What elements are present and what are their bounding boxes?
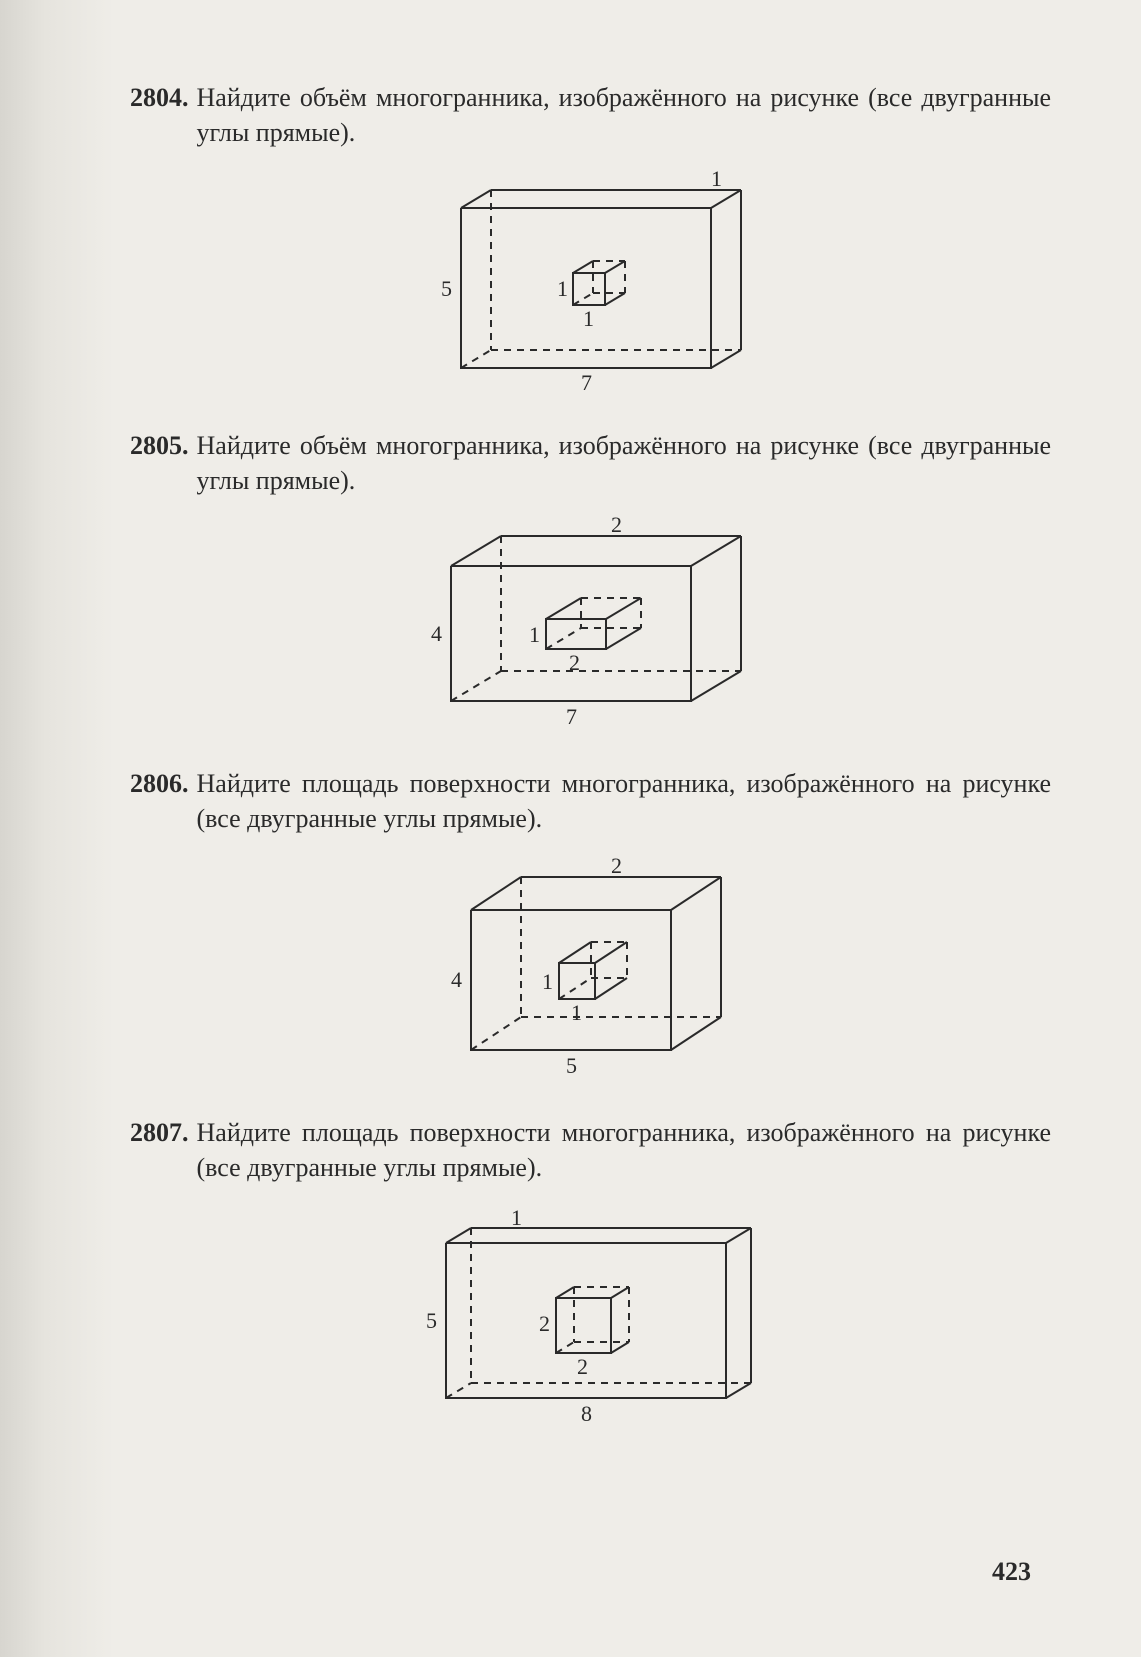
problem-2807: 2807. Найдите площадь поверхности многог… (130, 1115, 1051, 1433)
problem-text: 2804. Найдите объём многогранника, изобр… (130, 80, 1051, 150)
problem-text: 2807. Найдите площадь поверхности многог… (130, 1115, 1051, 1185)
problem-body: Найдите объём многогранника, изображённо… (197, 80, 1052, 150)
dim-inner-w: 1 (583, 306, 594, 331)
figure-2805: 2 4 7 1 2 (130, 516, 1051, 736)
problem-body: Найдите площадь поверхности многогранник… (197, 766, 1052, 836)
dim-inner-h: 2 (539, 1311, 550, 1336)
page-number: 423 (992, 1557, 1031, 1587)
figure-2807: 1 5 8 2 2 (130, 1203, 1051, 1433)
figure-2804: 1 5 7 1 1 (130, 168, 1051, 398)
dim-inner-h: 1 (557, 276, 568, 301)
dim-depth: 1 (511, 1205, 522, 1230)
dim-width: 7 (581, 370, 592, 395)
dim-inner-w: 1 (571, 1000, 582, 1025)
page: 2804. Найдите объём многогранника, изобр… (0, 0, 1141, 1657)
problem-2805: 2805. Найдите объём многогранника, изобр… (130, 428, 1051, 736)
problem-number: 2804. (130, 80, 189, 150)
problem-text: 2806. Найдите площадь поверхности многог… (130, 766, 1051, 836)
dim-height: 4 (431, 621, 442, 646)
problem-text: 2805. Найдите объём многогранника, изобр… (130, 428, 1051, 498)
problem-number: 2805. (130, 428, 189, 498)
problem-2804: 2804. Найдите объём многогранника, изобр… (130, 80, 1051, 398)
dim-depth: 1 (711, 168, 722, 191)
dim-depth: 2 (611, 855, 622, 878)
dim-depth: 2 (611, 516, 622, 537)
figure-2806: 2 4 5 1 1 (130, 855, 1051, 1085)
dim-height: 4 (451, 967, 462, 992)
dim-inner-h: 1 (529, 622, 540, 647)
dim-inner-w: 2 (577, 1354, 588, 1379)
problem-number: 2806. (130, 766, 189, 836)
dim-inner-h: 1 (542, 969, 553, 994)
problem-body: Найдите площадь поверхности многогранник… (197, 1115, 1052, 1185)
dim-width: 5 (566, 1053, 577, 1078)
problem-body: Найдите объём многогранника, изображённо… (197, 428, 1052, 498)
problem-2806: 2806. Найдите площадь поверхности многог… (130, 766, 1051, 1084)
dim-height: 5 (441, 276, 452, 301)
dim-width: 7 (566, 704, 577, 729)
dim-inner-w: 2 (569, 650, 580, 675)
dim-height: 5 (426, 1308, 437, 1333)
problem-number: 2807. (130, 1115, 189, 1185)
dim-width: 8 (581, 1401, 592, 1426)
